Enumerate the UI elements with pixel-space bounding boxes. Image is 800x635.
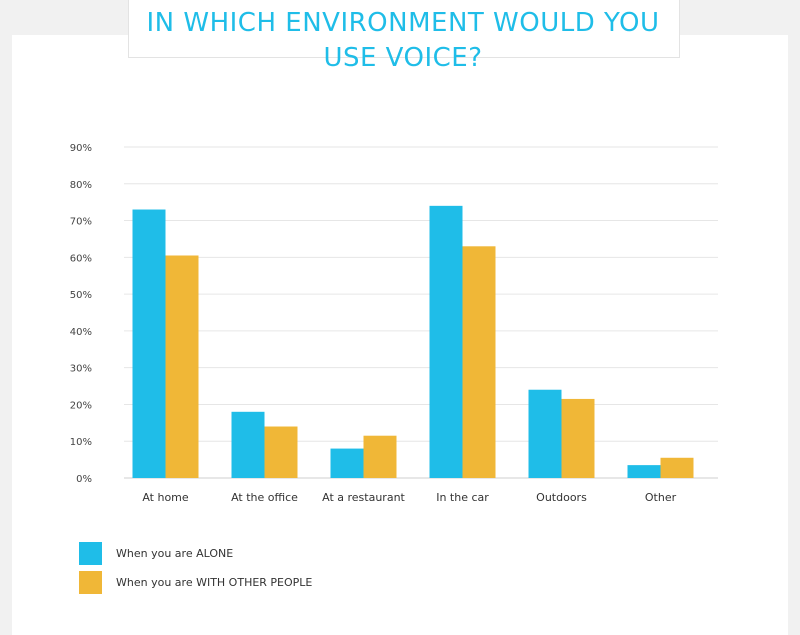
bar-alone (528, 389, 562, 478)
bar-alone (330, 448, 364, 478)
x-tick-label: Other (645, 491, 677, 504)
title-box (128, 0, 680, 58)
bar-alone (231, 411, 265, 478)
bar-alone (429, 205, 463, 478)
legend-item-with-others: When you are WITH OTHER PEOPLE (79, 571, 312, 594)
y-tick-label: 40% (70, 327, 92, 338)
legend-label-alone: When you are ALONE (116, 547, 234, 560)
y-tick-label: 90% (70, 143, 92, 154)
y-tick-label: 70% (70, 217, 92, 228)
legend-label-with-others: When you are WITH OTHER PEOPLE (116, 576, 313, 589)
y-tick-label: 10% (70, 437, 92, 448)
x-tick-label: At a restaurant (322, 491, 405, 504)
bar-with-others (165, 255, 199, 478)
bar-with-others (264, 426, 298, 478)
y-tick-label: 30% (70, 364, 92, 375)
bar-with-others (462, 246, 496, 478)
legend-swatch-alone (79, 542, 102, 565)
y-tick-label: 0% (76, 474, 92, 485)
x-tick-label: At the office (231, 491, 298, 504)
bar-with-others (660, 457, 694, 478)
chart-title: IN WHICH ENVIRONMENT WOULD YOU USE VOICE… (146, 8, 660, 73)
legend-item-alone: When you are ALONE (79, 542, 233, 565)
bar-with-others (561, 398, 595, 478)
bar-alone (132, 209, 166, 478)
bar-with-others (363, 435, 397, 478)
legend-swatch-with-others (79, 571, 102, 594)
x-tick-label: Outdoors (536, 491, 587, 504)
x-tick-label: At home (142, 491, 189, 504)
x-tick-label: In the car (436, 491, 489, 504)
y-tick-label: 20% (70, 400, 92, 411)
y-tick-label: 80% (70, 180, 92, 191)
bar-alone (627, 465, 661, 478)
y-tick-label: 50% (70, 290, 92, 301)
y-tick-label: 60% (70, 253, 92, 264)
